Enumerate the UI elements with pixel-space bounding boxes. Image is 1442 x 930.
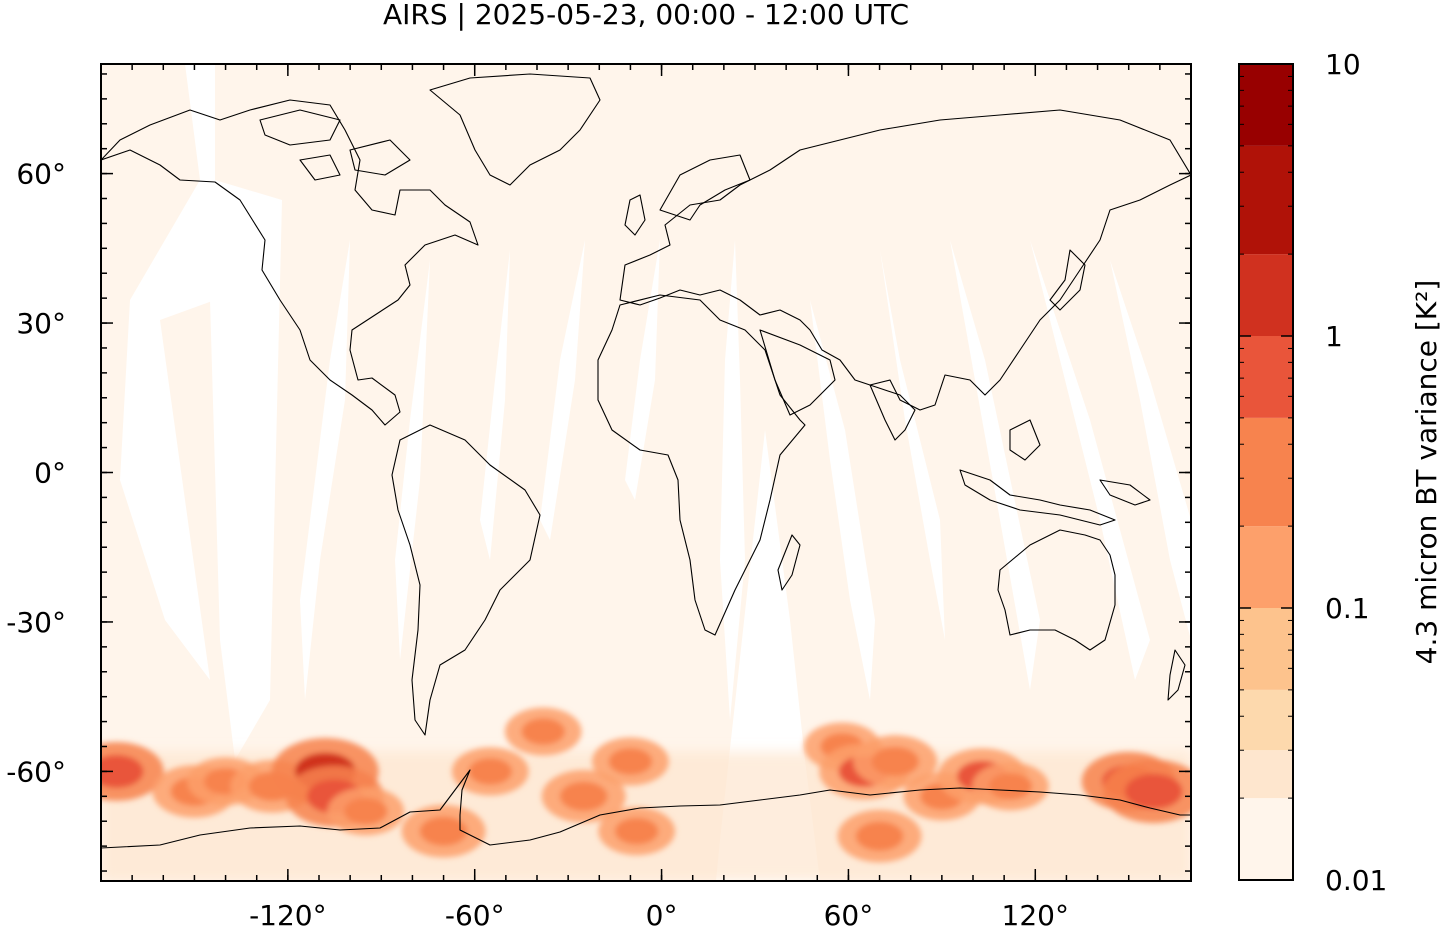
variance-hotspot bbox=[468, 758, 512, 785]
variance-hotspot bbox=[855, 821, 904, 851]
colorbar-segment bbox=[1239, 145, 1293, 255]
variance-hotspot bbox=[560, 781, 608, 811]
coastlines bbox=[101, 73, 1191, 849]
swath-gap bbox=[300, 240, 350, 700]
coastline-arctic-islands bbox=[259, 109, 411, 181]
colorbar-segment bbox=[1239, 689, 1293, 751]
coastline-japan bbox=[1049, 249, 1086, 311]
x-tick-label: 120° bbox=[1002, 899, 1069, 930]
variance-hotspot bbox=[521, 718, 565, 745]
colorbar-segment bbox=[1239, 254, 1293, 336]
swath-gap bbox=[625, 240, 660, 500]
x-axis-ticks: -120° -60° 0° 60° 120° bbox=[249, 64, 1069, 930]
swath-gap bbox=[720, 240, 745, 720]
coastline-australia bbox=[997, 529, 1116, 651]
x-tick-label: -60° bbox=[445, 899, 505, 930]
x-tick-label: 0° bbox=[646, 899, 678, 930]
y-axis-ticks: 60° 30° 0° -30° -60° bbox=[6, 158, 1191, 788]
colorbar-tick-label: 1 bbox=[1325, 320, 1343, 353]
swath-gap bbox=[1030, 240, 1150, 680]
y-tick-label: -60° bbox=[6, 755, 66, 788]
coastline-new-zealand bbox=[1167, 649, 1186, 701]
coastline-antarctica bbox=[101, 769, 1191, 849]
swath-gap bbox=[480, 250, 510, 560]
coastline-north-america bbox=[101, 99, 479, 426]
x-tick-label: 60° bbox=[824, 899, 874, 930]
swath-gap bbox=[120, 64, 215, 680]
variance-field bbox=[101, 707, 1191, 881]
x-tick-label: -120° bbox=[249, 899, 327, 930]
colorbar: 10 1 0.1 0.01 bbox=[1238, 48, 1387, 897]
y-tick-label: -30° bbox=[6, 606, 66, 639]
y-tick-label: 30° bbox=[16, 307, 66, 340]
colorbar-segment bbox=[1239, 526, 1293, 608]
colorbar-tick-label: 0.1 bbox=[1325, 592, 1370, 625]
variance-hotspot bbox=[988, 773, 1032, 800]
colorbar-frame bbox=[1238, 63, 1294, 881]
colorbar-segment bbox=[1239, 798, 1293, 880]
y-tick-label: 60° bbox=[16, 158, 66, 191]
variance-hotspot bbox=[1125, 773, 1183, 809]
coastline-arabia bbox=[759, 329, 836, 416]
colorbar-segment bbox=[1239, 336, 1293, 418]
coastline-indonesia bbox=[959, 419, 1151, 526]
variance-hotspot bbox=[419, 816, 468, 846]
variance-hotspot bbox=[871, 746, 919, 776]
coastline-india bbox=[869, 384, 916, 441]
swath-gap bbox=[880, 250, 945, 640]
swath-gap bbox=[810, 300, 875, 700]
coastline-eurasia bbox=[619, 109, 1191, 411]
colorbar-tick-label: 10 bbox=[1325, 48, 1361, 81]
coastline-greenland bbox=[429, 73, 601, 186]
colorbar-segment bbox=[1239, 64, 1293, 146]
colorbar-label: 4.3 micron BT variance [K²] bbox=[1410, 280, 1442, 665]
coastline-south-america bbox=[391, 424, 541, 736]
colorbar-segment bbox=[1239, 750, 1293, 799]
variance-hotspot bbox=[344, 798, 388, 825]
variance-hotspot bbox=[615, 817, 659, 845]
y-tick-label: 0° bbox=[34, 457, 66, 490]
coastline-uk bbox=[624, 194, 646, 236]
swath-gap bbox=[540, 240, 585, 540]
swath-gap bbox=[395, 260, 430, 660]
colorbar-tick-label: 0.01 bbox=[1325, 864, 1387, 897]
swath-gap bbox=[210, 180, 282, 760]
map-panel bbox=[101, 64, 1191, 881]
swath-gap bbox=[950, 240, 1040, 690]
coastline-scandinavia bbox=[659, 154, 751, 221]
coastline-africa bbox=[597, 294, 806, 636]
variance-hotspot bbox=[101, 755, 144, 788]
swath-gap bbox=[1110, 260, 1191, 640]
hotspot-layer bbox=[101, 707, 1191, 863]
colorbar-segment bbox=[1239, 608, 1293, 690]
coastline-madagascar bbox=[777, 534, 801, 591]
variance-hotspot bbox=[608, 748, 653, 775]
colorbar-segment bbox=[1239, 417, 1293, 527]
map-title: AIRS | 2025-05-23, 00:00 - 12:00 UTC bbox=[383, 0, 909, 31]
